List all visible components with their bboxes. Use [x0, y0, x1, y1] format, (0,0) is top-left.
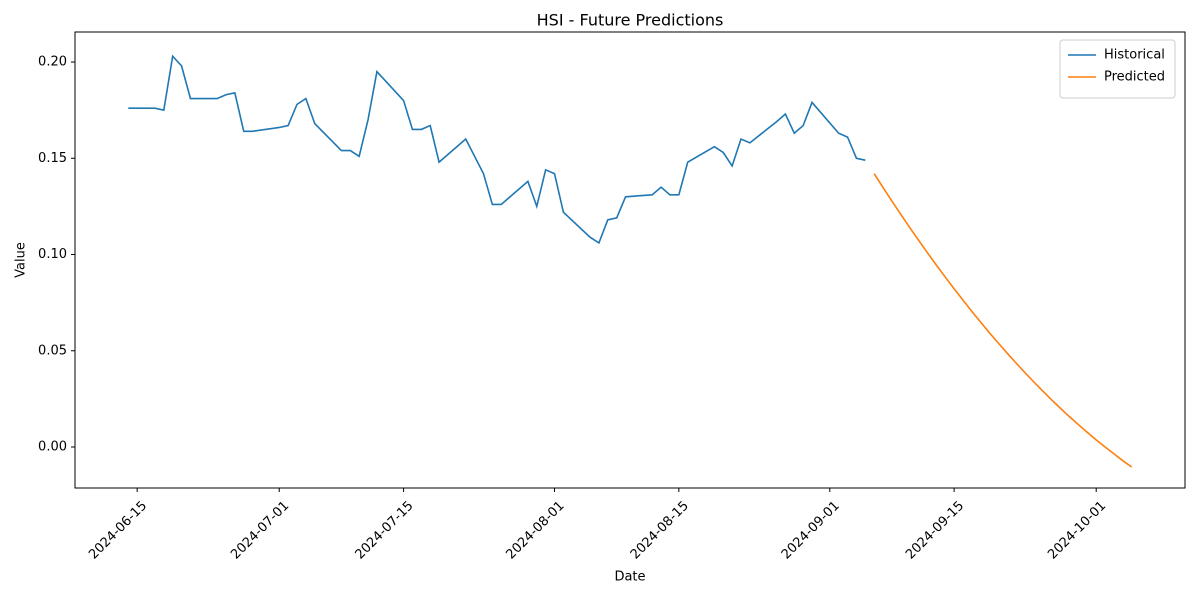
y-tick-label: 0.00: [38, 440, 67, 455]
x-axis-label: Date: [614, 570, 645, 585]
y-tick-label: 0.15: [38, 151, 67, 166]
chart-title: HSI - Future Predictions: [537, 11, 724, 30]
y-axis-label: Value: [14, 242, 29, 278]
legend-label: Historical: [1104, 48, 1165, 63]
legend-label: Predicted: [1104, 70, 1165, 85]
x-tick-label: 2024-07-15: [353, 498, 417, 562]
line-series: [873, 173, 1133, 468]
x-tick-label: 2024-09-15: [903, 498, 967, 562]
x-tick-label: 2024-07-01: [228, 498, 292, 562]
x-tick-label: 2024-08-15: [628, 498, 692, 562]
x-tick-label: 2024-09-01: [779, 498, 843, 562]
y-tick-label: 0.10: [38, 247, 67, 262]
y-tick-label: 0.05: [38, 343, 67, 358]
plot-frame: [74, 31, 1186, 489]
x-tick-label: 2024-06-15: [86, 498, 150, 562]
x-tick-label: 2024-08-01: [504, 498, 568, 562]
line-series: [128, 54, 866, 245]
x-tick-label: 2024-10-01: [1045, 498, 1109, 562]
y-tick-label: 0.20: [38, 55, 67, 70]
